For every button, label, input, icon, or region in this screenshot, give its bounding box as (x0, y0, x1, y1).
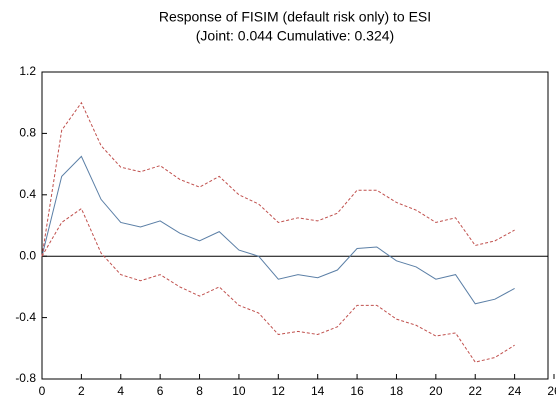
x-tick-label: 16 (350, 384, 364, 398)
chart-subtitle: (Joint: 0.044 Cumulative: 0.324) (196, 28, 394, 44)
x-tick-label: 20 (429, 384, 443, 398)
x-tick-label: 10 (232, 384, 246, 398)
x-tick-label: 18 (390, 384, 404, 398)
x-tick-label: 6 (157, 384, 164, 398)
y-tick-label: -0.4 (15, 310, 36, 324)
y-tick-label: 0.8 (19, 126, 36, 140)
x-tick-label: 4 (117, 384, 124, 398)
y-tick-label: 0.4 (19, 187, 36, 201)
series-line (41, 101, 515, 257)
y-tick-label: -0.8 (15, 371, 36, 385)
chart-title: Response of FISIM (default risk only) to… (159, 9, 431, 25)
x-tick-label: 12 (272, 384, 286, 398)
x-tick-label: 0 (39, 384, 46, 398)
x-tick-label: 2 (78, 384, 85, 398)
plot-frame (41, 71, 549, 380)
y-tick-label: 0.0 (19, 248, 36, 262)
x-tick-label: 26 (547, 384, 556, 398)
x-tick-label: 24 (508, 384, 522, 398)
x-tick-label: 14 (311, 384, 325, 398)
y-tick-label: 1.2 (19, 64, 36, 78)
x-tick-label: 22 (469, 384, 483, 398)
series-line (41, 155, 515, 305)
series-line (41, 207, 515, 363)
x-tick-label: 8 (196, 384, 203, 398)
